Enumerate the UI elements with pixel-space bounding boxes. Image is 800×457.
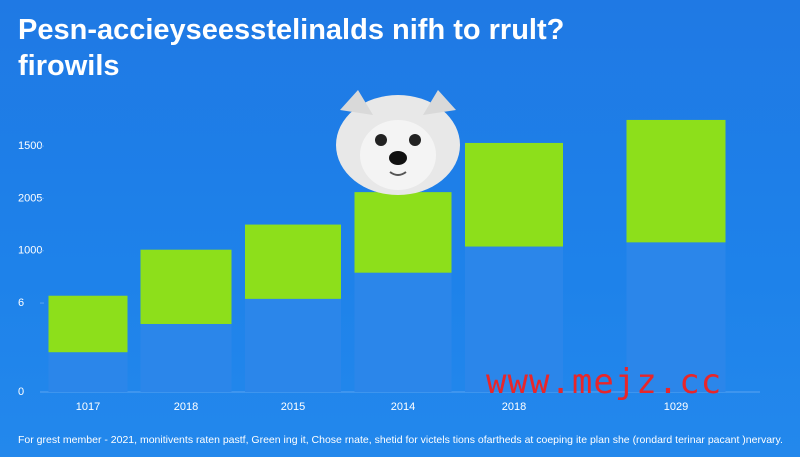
- bar: [465, 142, 563, 247]
- y-tick-label: 1000: [18, 245, 42, 257]
- bar-base: [140, 323, 232, 392]
- y-tick-label: 2005: [18, 192, 42, 204]
- bar: [245, 224, 341, 299]
- bar-base: [465, 246, 563, 392]
- x-tick-label: 1017: [76, 401, 100, 413]
- y-tick-label: 6: [18, 297, 24, 309]
- bar-base: [626, 242, 726, 392]
- watermark: www.mejz.cc: [486, 362, 723, 402]
- bar-base: [245, 298, 341, 392]
- y-tick-label: 1500: [18, 140, 42, 152]
- dog: [336, 90, 460, 195]
- bar: [354, 192, 452, 273]
- caption: For grest member - 2021, monitivents rat…: [18, 434, 783, 446]
- bar: [626, 119, 726, 243]
- bar: [140, 249, 232, 324]
- x-tick-label: 2014: [391, 401, 415, 413]
- chart-title: Pesn-accieyseesstelinalds nifh to rrult?…: [18, 14, 565, 83]
- bar-base: [354, 272, 452, 392]
- y-tick-label: 0: [18, 386, 24, 398]
- x-tick-label: 2018: [174, 401, 198, 413]
- bar-base: [48, 352, 128, 392]
- bar: [48, 295, 128, 353]
- x-tick-label: 1029: [664, 401, 688, 413]
- x-tick-label: 2015: [281, 401, 305, 413]
- x-tick-label: 2018: [502, 401, 526, 413]
